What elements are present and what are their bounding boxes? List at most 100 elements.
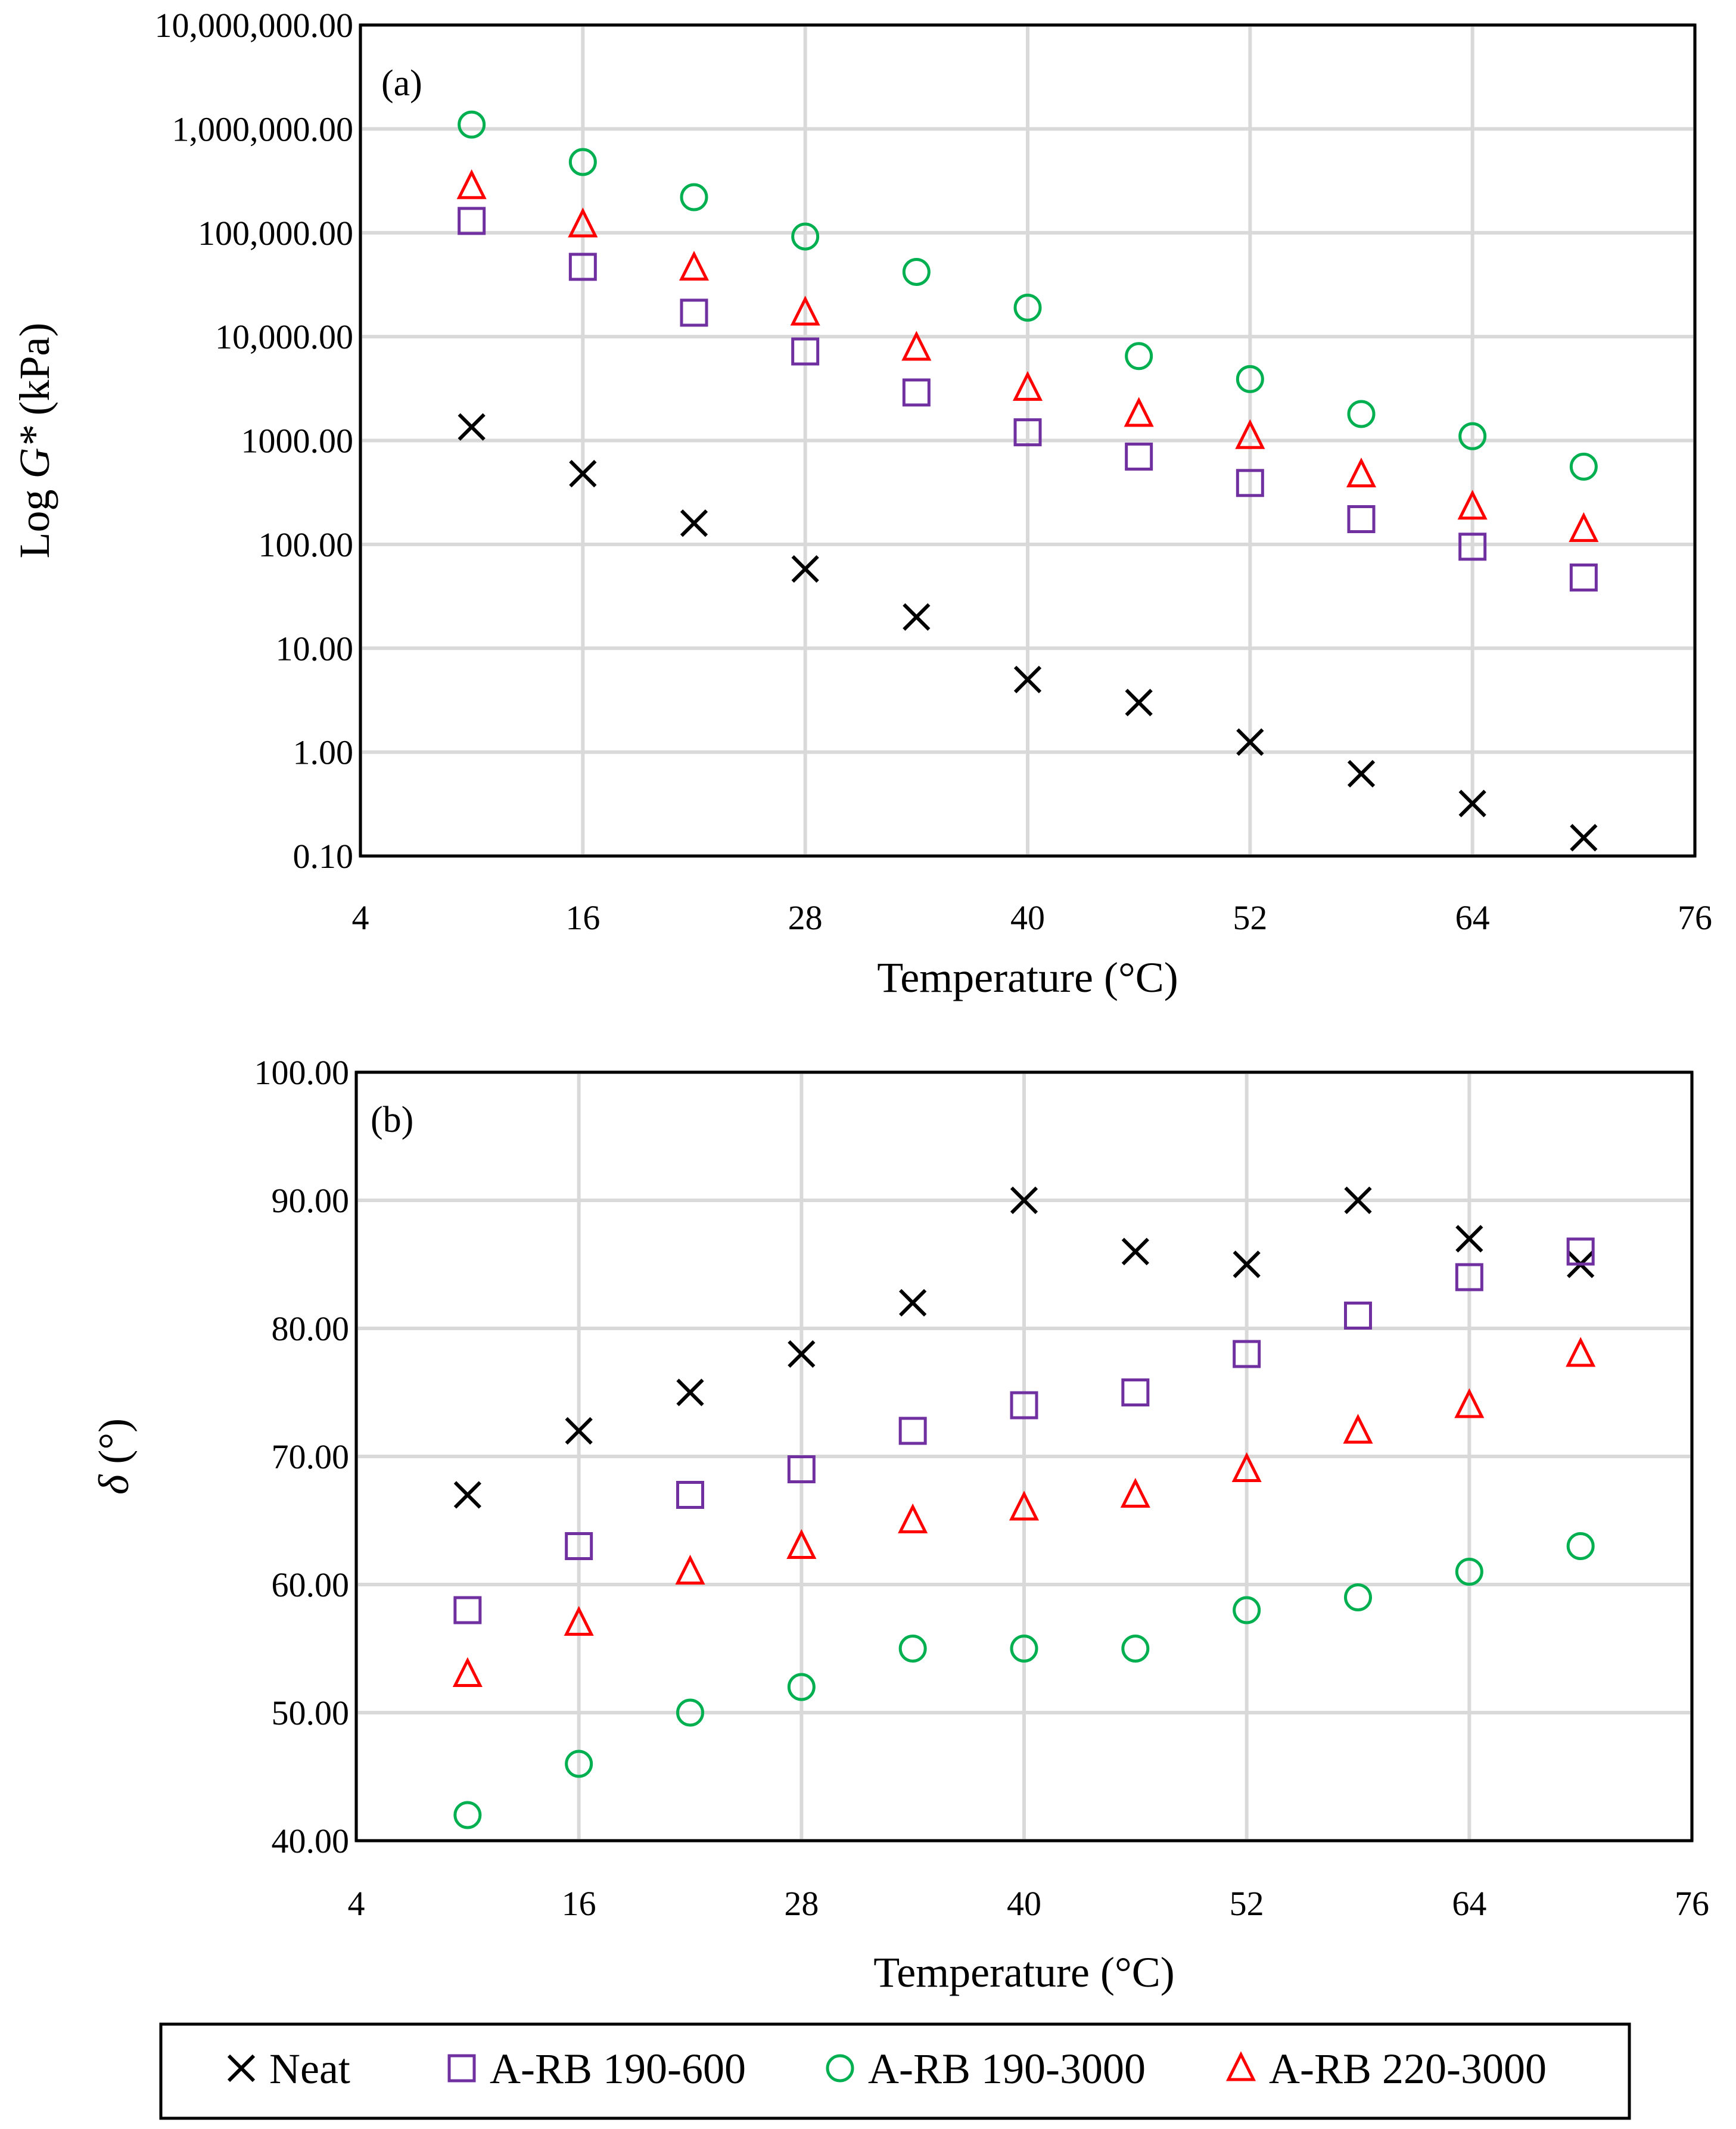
marker-a-rb-190-600 (1566, 1237, 1595, 1266)
marker-a-rb-190-3000 (787, 1673, 816, 1701)
y-axis-title-symbol-b: δ (90, 1474, 138, 1495)
x-tick-labels-b: 4 16 28 40 52 64 76 (348, 1884, 1710, 1923)
x-tick-label: 40 (1007, 1884, 1041, 1923)
y-axis-title-unit-a: (kPa) (11, 323, 58, 427)
legend-item-neat: Neat (227, 2045, 350, 2093)
marker-a-rb-190-600 (1010, 1391, 1038, 1420)
legend: Neat A-RB 190-600 A-RB 190-3000 A-RB 220-30… (159, 2022, 1631, 2120)
y-tick-label: 100.00 (259, 525, 354, 564)
marker-a-rb-190-600 (453, 1596, 482, 1624)
y-tick-label: 1000.00 (241, 422, 354, 460)
marker-a-rb-190-3000 (791, 222, 820, 251)
marker-neat (903, 603, 931, 631)
marker-a-rb-220-3000 (1012, 371, 1043, 401)
marker-a-rb-220-3000 (1235, 419, 1265, 449)
y-axis-title-b: δ (°) (90, 1418, 138, 1495)
marker-neat (1344, 1186, 1372, 1215)
data-markers-b (452, 1186, 1596, 1829)
marker-a-rb-190-600 (1344, 1302, 1372, 1330)
marker-neat (1125, 689, 1153, 717)
legend-items: Neat A-RB 190-600 A-RB 190-3000 A-RB 220-30… (227, 2045, 1547, 2093)
marker-neat (676, 1378, 704, 1406)
marker-a-rb-190-600 (1125, 443, 1153, 471)
marker-a-rb-220-3000 (786, 1529, 817, 1559)
marker-neat (1347, 760, 1376, 788)
marker-a-rb-190-3000 (1458, 422, 1487, 450)
y-tick-label: 1.00 (293, 733, 354, 772)
marker-a-rb-190-3000 (1121, 1635, 1150, 1663)
marker-a-rb-190-3000 (1125, 342, 1153, 371)
panel-label-b: (b) (371, 1100, 413, 1140)
marker-a-rb-190-3000 (1233, 1596, 1261, 1624)
x-tick-label: 52 (1233, 898, 1267, 937)
marker-a-rb-190-600 (902, 378, 931, 407)
legend-label-a-rb-190-3000: A-RB 190-3000 (868, 2045, 1146, 2093)
marker-a-rb-220-3000 (1009, 1490, 1040, 1521)
legend-item-a-rb-220-3000: A-RB 220-3000 (1225, 2045, 1547, 2093)
marker-a-rb-190-3000 (1569, 452, 1598, 481)
x-tick-label: 16 (562, 1884, 596, 1923)
marker-neat (1458, 789, 1486, 818)
marker-a-rb-190-3000 (1347, 400, 1376, 428)
legend-box (159, 2022, 1631, 2120)
y-axis-title-symbol-a: G* (11, 426, 58, 478)
y-tick-label: 10,000.00 (215, 318, 353, 356)
marker-a-rb-190-3000 (1010, 1635, 1038, 1663)
marker-neat (565, 1417, 593, 1445)
grid-b (354, 1070, 1694, 1842)
marker-neat (1570, 824, 1598, 852)
y-tick-label: 10,000,000.00 (155, 6, 354, 45)
marker-a-rb-220-3000 (1343, 1414, 1373, 1444)
marker-a-rb-220-3000 (1566, 1337, 1596, 1367)
marker-a-rb-190-3000 (1236, 365, 1264, 393)
marker-neat (680, 509, 708, 537)
y-axis-title-prefix-a: Log (11, 478, 58, 558)
x-tick-label: 4 (348, 1884, 365, 1923)
legend-label-a-rb-220-3000: A-RB 220-3000 (1269, 2045, 1547, 2093)
marker-a-rb-220-3000 (1124, 397, 1154, 427)
marker-a-rb-220-3000 (568, 207, 598, 238)
y-axis-title-a: Log G* (kPa) (11, 323, 58, 559)
grid-a (359, 23, 1697, 858)
marker-a-rb-190-3000 (453, 1801, 482, 1829)
plot-frame-a (359, 23, 1697, 858)
marker-a-rb-190-600 (1236, 469, 1264, 497)
legend-marker-a-rb-190-3000 (826, 2054, 854, 2083)
y-tick-label: 100,000.00 (198, 214, 353, 253)
chart-panel-b: 40.00 50.00 60.00 70.00 80.00 90.00 100.00 4 16… (90, 1053, 1709, 1996)
marker-a-rb-190-600 (1458, 533, 1487, 561)
x-tick-label: 16 (565, 898, 600, 937)
marker-a-rb-190-3000 (898, 1635, 927, 1663)
x-tick-label: 40 (1010, 898, 1045, 937)
marker-a-rb-190-3000 (680, 183, 708, 211)
y-tick-labels-a: 0.10 1.00 10.00 100.00 1000.00 10,000.00 100,0… (155, 6, 354, 876)
chart-panel-a: 0.10 1.00 10.00 100.00 1000.00 10,000.00 100,0… (11, 6, 1712, 1001)
marker-a-rb-220-3000 (1454, 1388, 1485, 1418)
legend-label-a-rb-190-600: A-RB 190-600 (490, 2045, 746, 2093)
marker-a-rb-190-600 (898, 1417, 927, 1445)
marker-a-rb-190-3000 (1455, 1558, 1483, 1586)
y-tick-label: 100.00 (254, 1053, 350, 1092)
legend-item-a-rb-190-600: A-RB 190-600 (447, 2045, 746, 2093)
marker-a-rb-190-3000 (1013, 294, 1042, 322)
marker-a-rb-220-3000 (1120, 1477, 1150, 1508)
marker-a-rb-220-3000 (790, 295, 820, 326)
marker-neat (1010, 1186, 1038, 1215)
marker-a-rb-190-600 (1455, 1263, 1483, 1291)
marker-a-rb-190-3000 (1566, 1532, 1595, 1560)
marker-a-rb-190-600 (787, 1455, 816, 1483)
y-tick-label: 70.00 (272, 1437, 350, 1476)
marker-neat (1236, 728, 1264, 756)
x-tick-label: 76 (1675, 1884, 1709, 1923)
marker-neat (1455, 1225, 1483, 1253)
marker-neat (1121, 1237, 1149, 1266)
x-tick-label: 64 (1455, 898, 1490, 937)
legend-label-neat: Neat (269, 2045, 350, 2093)
marker-neat (1013, 665, 1042, 693)
marker-a-rb-190-600 (458, 207, 486, 235)
y-tick-label: 60.00 (272, 1565, 350, 1604)
marker-neat (791, 555, 819, 583)
legend-marker-a-rb-190-600 (447, 2054, 476, 2083)
marker-a-rb-190-3000 (458, 110, 486, 139)
